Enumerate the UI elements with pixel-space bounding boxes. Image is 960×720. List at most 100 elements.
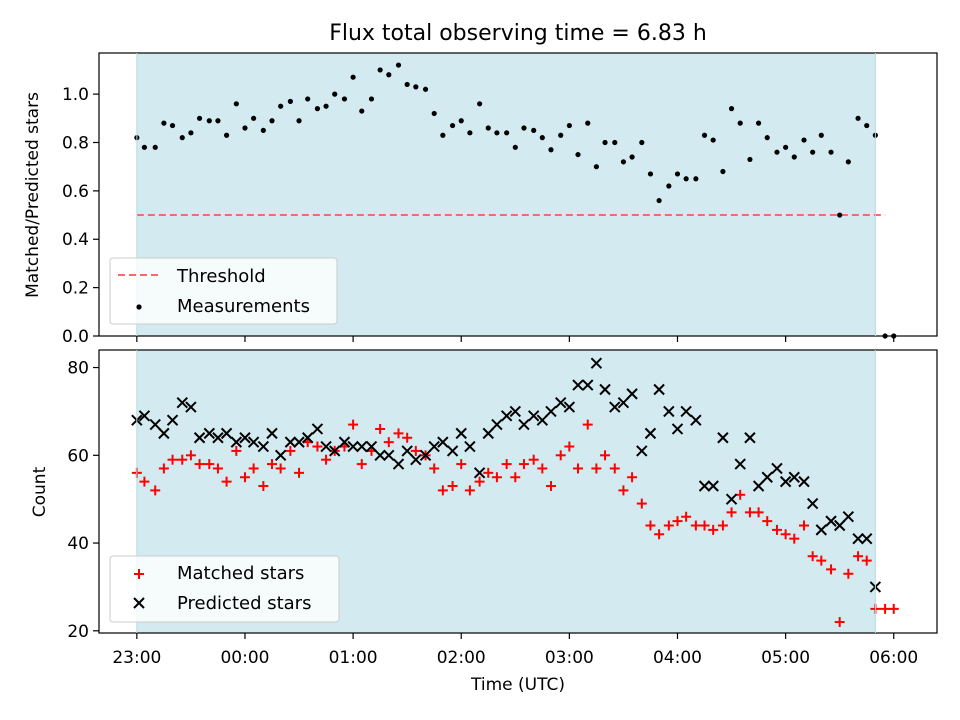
predicted-star-marker [752, 480, 765, 492]
matched-star-marker [771, 524, 782, 535]
measurement-point [449, 122, 456, 129]
matched-star-marker [285, 445, 296, 456]
matched-star-marker [204, 459, 215, 470]
predicted-star-marker [725, 493, 738, 505]
predicted-star-marker [563, 401, 576, 413]
predicted-star-marker [284, 436, 297, 448]
measurement-point [639, 139, 645, 146]
measurement-point [260, 127, 266, 134]
measurement-point [196, 115, 203, 121]
measurement-point [521, 125, 527, 131]
x-tick-label: 01:00 [329, 648, 378, 668]
predicted-star-marker [798, 475, 810, 488]
matched-star-marker [645, 520, 656, 531]
measurement-point [287, 98, 293, 104]
matched-star-marker [158, 463, 169, 474]
predicted-star-markers [131, 357, 882, 593]
matched-star-marker [447, 481, 458, 492]
measurement-point [458, 118, 464, 124]
predicted-star-marker [230, 436, 243, 448]
matched-star-marker [600, 450, 611, 461]
predicted-star-marker [392, 458, 405, 470]
legend-measurements-swatch [136, 304, 142, 310]
matched-star-marker [177, 454, 188, 465]
legend: Threshold Measurements [109, 257, 338, 325]
y-tick-label: 1.0 [62, 85, 89, 105]
x-tick-group [136, 336, 895, 342]
predicted-star-marker [491, 418, 503, 431]
predicted-star-marker [663, 405, 675, 418]
matched-star-marker [429, 463, 440, 474]
matched-star-marker [573, 463, 584, 474]
y-axis-label: Count [30, 466, 50, 517]
predicted-star-marker [680, 405, 692, 418]
matched-star-marker [185, 450, 196, 461]
measurement-point [701, 132, 708, 138]
x-tick-group: 23:00 00:00 01:00 02:00 03:00 04:00 05:00 06:00 [112, 633, 918, 668]
measurement-point [440, 132, 446, 138]
matched-star-marker [627, 472, 638, 483]
predicted-star-marker [356, 440, 368, 453]
predicted-star-marker [176, 396, 188, 409]
legend-predicted-label: Predicted stars [177, 593, 311, 614]
predicted-star-marker [428, 440, 440, 453]
measurement-point [188, 130, 194, 136]
measurement-point [161, 120, 167, 126]
plot-frame [98, 52, 938, 337]
predicted-star-marker [437, 436, 449, 448]
y-tick-label: 20 [67, 622, 89, 642]
matched-star-marker [139, 476, 150, 487]
matched-star-marker [744, 507, 755, 518]
measurement-point [575, 151, 581, 158]
measurement-point [864, 122, 870, 129]
predicted-star-marker [464, 440, 476, 453]
predicted-star-marker [861, 532, 873, 545]
predicted-star-marker [744, 432, 756, 444]
measurement-point [296, 118, 302, 124]
y-tick-label: 0.8 [62, 133, 89, 153]
matched-star-marker [816, 555, 827, 566]
measurement-point [585, 120, 591, 126]
matched-star-marker [258, 481, 269, 492]
y-axis-label: Matched/Predicted stars [23, 92, 43, 298]
measurement-point [485, 125, 491, 131]
x-tick-label: 05:00 [761, 648, 810, 668]
predicted-star-marker [166, 414, 179, 426]
matched-star-marker [239, 472, 250, 483]
matched-star-marker [456, 459, 467, 470]
measurement-point [828, 149, 834, 155]
measurement-point [666, 183, 672, 189]
matched-star-marker [663, 520, 674, 531]
measurement-point [539, 135, 545, 141]
measurement-points [134, 62, 897, 339]
predicted-star-marker [239, 432, 251, 444]
predicted-star-marker [698, 480, 711, 492]
predicted-star-marker [626, 388, 638, 400]
predicted-star-marker [555, 396, 567, 409]
measurement-point [720, 168, 726, 175]
matched-star-marker [545, 481, 556, 492]
predicted-star-marker [311, 423, 324, 435]
matched-star-marker [537, 463, 548, 474]
legend-measurements-label: Measurements [177, 296, 310, 317]
measurement-point [855, 115, 861, 121]
measurement-point [314, 106, 321, 112]
measurement-point [223, 132, 230, 138]
predicted-star-marker [671, 423, 684, 435]
predicted-star-marker [301, 432, 314, 444]
matched-star-marker [636, 498, 647, 509]
matched-star-marker [267, 459, 278, 470]
measurement-point [747, 156, 753, 163]
legend-matched-swatch [134, 569, 144, 579]
predicted-star-marker [761, 471, 773, 483]
matched-star-marker [799, 520, 810, 531]
measurement-point [152, 144, 158, 150]
predicted-star-marker [788, 471, 800, 483]
matched-star-marker [726, 507, 737, 518]
measurement-point [818, 132, 824, 138]
measurement-point [801, 137, 807, 143]
matched-star-marker [231, 445, 242, 456]
measurement-point [612, 139, 618, 146]
matched-star-marker [212, 463, 223, 474]
measurement-point [737, 120, 743, 126]
